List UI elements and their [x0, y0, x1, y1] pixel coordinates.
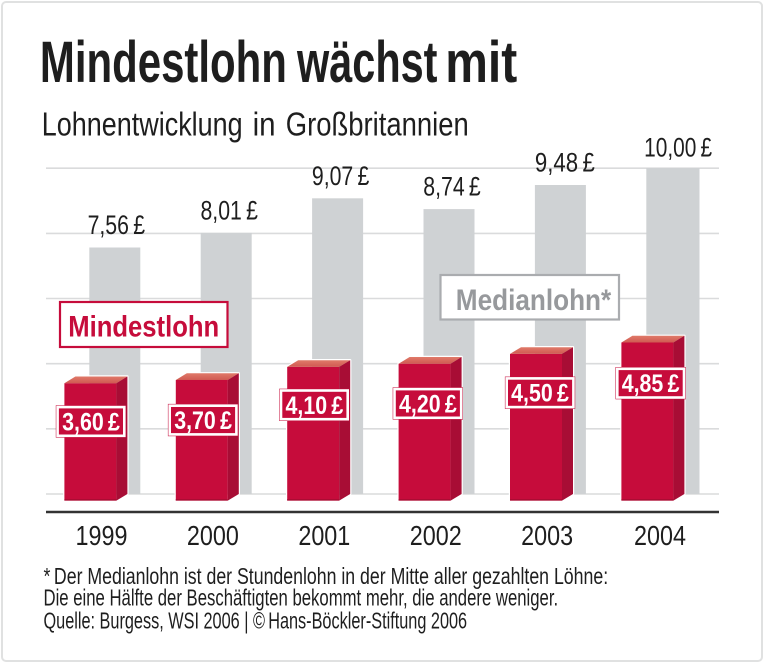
- svg-text:2000: 2000: [187, 521, 239, 551]
- svg-text:Großbritannien: Großbritannien: [286, 107, 469, 143]
- svg-text:Mindestlohn: Mindestlohn: [40, 29, 287, 94]
- svg-text:4,20 £: 4,20 £: [399, 390, 457, 418]
- svg-text:Mindestlohn: Mindestlohn: [68, 310, 219, 343]
- svg-text:Die eine Hälfte der Beschäftig: Die eine Hälfte der Beschäftigten bekomm…: [44, 586, 559, 611]
- svg-text:3,70 £: 3,70 £: [174, 406, 232, 434]
- svg-text:wächst: wächst: [296, 29, 437, 95]
- svg-text:2003: 2003: [521, 521, 573, 551]
- svg-text:8,01 £: 8,01 £: [200, 196, 257, 226]
- svg-text:4,10 £: 4,10 £: [286, 391, 344, 419]
- svg-text:2002: 2002: [410, 521, 462, 551]
- svg-text:2004: 2004: [634, 521, 686, 551]
- svg-text:9,07 £: 9,07 £: [312, 162, 369, 192]
- svg-text:* Der Medianlohn ist der Stund: * Der Medianlohn ist der Stundenlohn in …: [44, 564, 609, 590]
- svg-text:2001: 2001: [298, 521, 350, 551]
- svg-text:4,50 £: 4,50 £: [511, 379, 569, 407]
- svg-text:Medianlohn*: Medianlohn*: [456, 283, 611, 316]
- svg-text:1999: 1999: [76, 521, 128, 551]
- svg-text:4,85 £: 4,85 £: [622, 369, 680, 397]
- svg-text:3,60 £: 3,60 £: [62, 408, 120, 436]
- svg-text:9,48 £: 9,48 £: [535, 149, 595, 178]
- svg-text:mit: mit: [445, 31, 517, 95]
- svg-text:10,00 £: 10,00 £: [644, 133, 712, 163]
- svg-text:in: in: [253, 106, 276, 143]
- svg-text:Quelle: Burgess, WSI 2006 | ©: Quelle: Burgess, WSI 2006 | © Hans-Böckl…: [44, 609, 468, 634]
- svg-text:Lohnentwicklung: Lohnentwicklung: [42, 107, 243, 143]
- svg-text:7,56 £: 7,56 £: [88, 211, 145, 241]
- svg-text:8,74 £: 8,74 £: [423, 172, 480, 202]
